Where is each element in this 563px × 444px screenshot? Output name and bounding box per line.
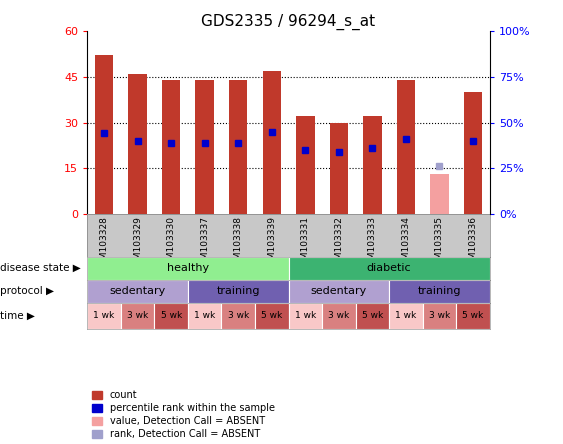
Text: GSM103328: GSM103328 (100, 216, 109, 271)
Text: 1 wk: 1 wk (194, 311, 215, 320)
Text: time ▶: time ▶ (0, 311, 35, 321)
Bar (87, 257, 289, 280)
Bar (162, 80, 180, 214)
Text: 1 wk: 1 wk (294, 311, 316, 320)
Text: GSM103336: GSM103336 (468, 216, 477, 271)
Text: GSM103329: GSM103329 (133, 216, 142, 271)
Text: 5 wk: 5 wk (261, 311, 283, 320)
Bar (363, 116, 382, 214)
Text: training: training (216, 286, 260, 297)
Text: protocol ▶: protocol ▶ (0, 286, 54, 297)
Bar (289, 280, 389, 303)
Title: GDS2335 / 96294_s_at: GDS2335 / 96294_s_at (202, 13, 376, 30)
Text: 1 wk: 1 wk (395, 311, 417, 320)
Bar (296, 116, 315, 214)
Text: healthy: healthy (167, 263, 209, 273)
Bar (329, 123, 348, 214)
Text: 3 wk: 3 wk (328, 311, 350, 320)
Bar (128, 74, 147, 214)
Text: GSM103330: GSM103330 (167, 216, 176, 271)
Text: 3 wk: 3 wk (227, 311, 249, 320)
Bar (121, 303, 154, 329)
Bar (322, 303, 356, 329)
Text: GSM103332: GSM103332 (334, 216, 343, 271)
Bar (356, 303, 389, 329)
Text: 5 wk: 5 wk (362, 311, 383, 320)
Bar (464, 92, 482, 214)
Bar (255, 303, 289, 329)
Bar (87, 303, 121, 329)
Bar (423, 303, 456, 329)
Bar (188, 280, 289, 303)
Text: GSM103335: GSM103335 (435, 216, 444, 271)
Bar (188, 303, 221, 329)
Bar (430, 174, 449, 214)
Bar (289, 303, 322, 329)
Legend: count, percentile rank within the sample, value, Detection Call = ABSENT, rank, : count, percentile rank within the sample… (92, 390, 275, 439)
Bar (87, 280, 188, 303)
Text: 5 wk: 5 wk (160, 311, 182, 320)
Bar (389, 303, 423, 329)
Bar (229, 80, 248, 214)
Text: disease state ▶: disease state ▶ (0, 263, 81, 273)
Text: sedentary: sedentary (109, 286, 166, 297)
Text: 3 wk: 3 wk (429, 311, 450, 320)
Bar (389, 280, 490, 303)
Bar (289, 257, 490, 280)
Text: 1 wk: 1 wk (93, 311, 115, 320)
Text: sedentary: sedentary (311, 286, 367, 297)
Bar (397, 80, 415, 214)
Bar (456, 303, 490, 329)
Bar (154, 303, 188, 329)
Text: 5 wk: 5 wk (462, 311, 484, 320)
Text: GSM103331: GSM103331 (301, 216, 310, 271)
Bar (221, 303, 255, 329)
Text: GSM103334: GSM103334 (401, 216, 410, 271)
Text: 3 wk: 3 wk (127, 311, 148, 320)
Text: diabetic: diabetic (367, 263, 412, 273)
Bar (195, 80, 214, 214)
Text: GSM103339: GSM103339 (267, 216, 276, 271)
Text: GSM103337: GSM103337 (200, 216, 209, 271)
Bar (95, 56, 113, 214)
Bar (262, 71, 281, 214)
Text: GSM103333: GSM103333 (368, 216, 377, 271)
Text: training: training (418, 286, 461, 297)
Text: GSM103338: GSM103338 (234, 216, 243, 271)
